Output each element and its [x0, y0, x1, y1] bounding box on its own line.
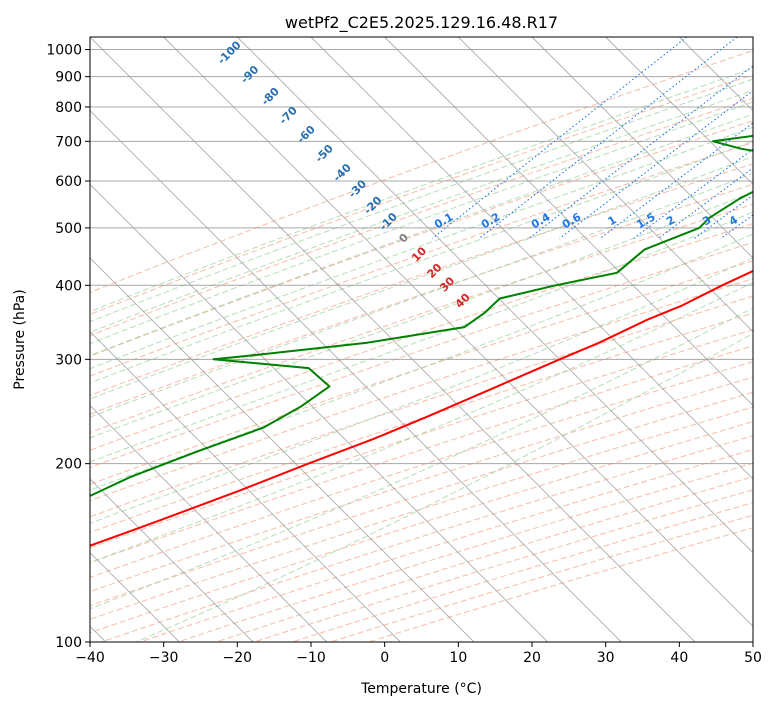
plot-frame — [89, 36, 754, 643]
isotherm-line — [310, 37, 753, 480]
moist-adiabat-line — [90, 307, 753, 610]
dewpoint-profile-line — [90, 134, 753, 498]
mixing-ratio-line — [658, 167, 753, 239]
isotherm-line — [163, 37, 753, 627]
x-tick-label: 50 — [744, 650, 762, 666]
dry-adiabat-line — [254, 489, 753, 642]
moist-adiabat-line — [90, 113, 753, 357]
x-tick-label: −20 — [223, 650, 253, 666]
y-axis-title: Pressure (hPa) — [12, 289, 28, 389]
x-tick-label: −30 — [149, 650, 179, 666]
y-tick-label: 200 — [55, 457, 82, 473]
isotherm-line — [605, 37, 753, 185]
moist-adiabat-line — [90, 101, 753, 345]
isotherm-line — [90, 331, 401, 642]
x-tick-label: 20 — [523, 650, 541, 666]
moist-adiabat-line — [90, 281, 753, 564]
moist-adiabat-line — [90, 233, 753, 491]
dry-adiabat-line — [90, 421, 753, 634]
isotherm-line — [90, 257, 475, 642]
y-tick-label: 500 — [55, 221, 82, 237]
y-tick-label: 900 — [55, 70, 82, 86]
mixing-ratio-line — [559, 90, 753, 239]
dry-adiabat-line — [90, 361, 753, 578]
dry-adiabat-line — [90, 223, 753, 451]
dry-adiabat-line — [90, 163, 753, 396]
moist-adiabat-line — [90, 126, 753, 370]
dry-adiabat-line — [330, 514, 753, 642]
moist-adiabat-line — [90, 211, 753, 463]
y-tick-label: 600 — [55, 174, 82, 190]
moist-adiabat-line — [90, 257, 753, 524]
x-tick-label: 10 — [449, 650, 467, 666]
moist-adiabat-line — [90, 78, 753, 323]
isotherm-line — [90, 183, 548, 642]
x-tick-label: 0 — [380, 650, 389, 666]
dry-adiabat-line — [90, 406, 753, 620]
dry-adiabat-line — [90, 142, 753, 377]
isotherm-line — [90, 110, 622, 642]
moist-adiabat-line — [135, 333, 753, 642]
background-grid — [90, 37, 753, 642]
x-tick-label: −40 — [75, 650, 105, 666]
dry-adiabat-line — [90, 312, 753, 534]
y-tick-label: 400 — [55, 278, 82, 294]
y-tick-label: 300 — [55, 352, 82, 368]
isotherm-line — [90, 478, 254, 642]
chart-title: wetPf2_C2E5.2025.129.16.48.R17 — [285, 13, 558, 33]
y-tick-label: 800 — [55, 100, 82, 116]
sounding-series — [90, 134, 753, 547]
dry-adiabat-line — [90, 183, 753, 415]
isotherm-line — [90, 404, 327, 642]
isotherm-line — [384, 37, 753, 406]
y-tick-label: 700 — [55, 134, 82, 150]
isotherm-line — [531, 37, 753, 259]
x-axis-title: Temperature (°C) — [360, 681, 482, 697]
dry-adiabat-line — [90, 391, 753, 607]
dry-adiabat-line — [90, 50, 753, 293]
moist-adiabat-line — [90, 156, 753, 400]
x-tick-label: −10 — [296, 650, 326, 666]
dry-adiabat-line — [177, 462, 753, 642]
moist-adiabat-line — [90, 67, 753, 313]
moist-adiabat-line — [90, 172, 753, 418]
dry-adiabat-line — [90, 329, 753, 549]
y-tick-label: 100 — [55, 635, 82, 651]
dry-adiabat-line — [90, 97, 753, 337]
dry-adiabat-line — [90, 74, 753, 315]
dry-adiabat-line — [368, 527, 753, 642]
x-tick-label: 40 — [670, 650, 688, 666]
temperature-profile-line — [90, 269, 753, 547]
mixing-ratio-line — [478, 37, 738, 239]
x-tick-label: 30 — [597, 650, 615, 666]
y-tick-label: 1000 — [46, 43, 82, 59]
axis-ticks: −40 −30 −20 −10 0 10 20 30 40 50 100 200 300 400 500 60… — [46, 43, 762, 666]
dry-adiabat-line — [90, 241, 753, 469]
isotherm-line — [458, 37, 753, 333]
isotherm-line — [237, 37, 753, 554]
dry-adiabat-line — [101, 435, 753, 642]
